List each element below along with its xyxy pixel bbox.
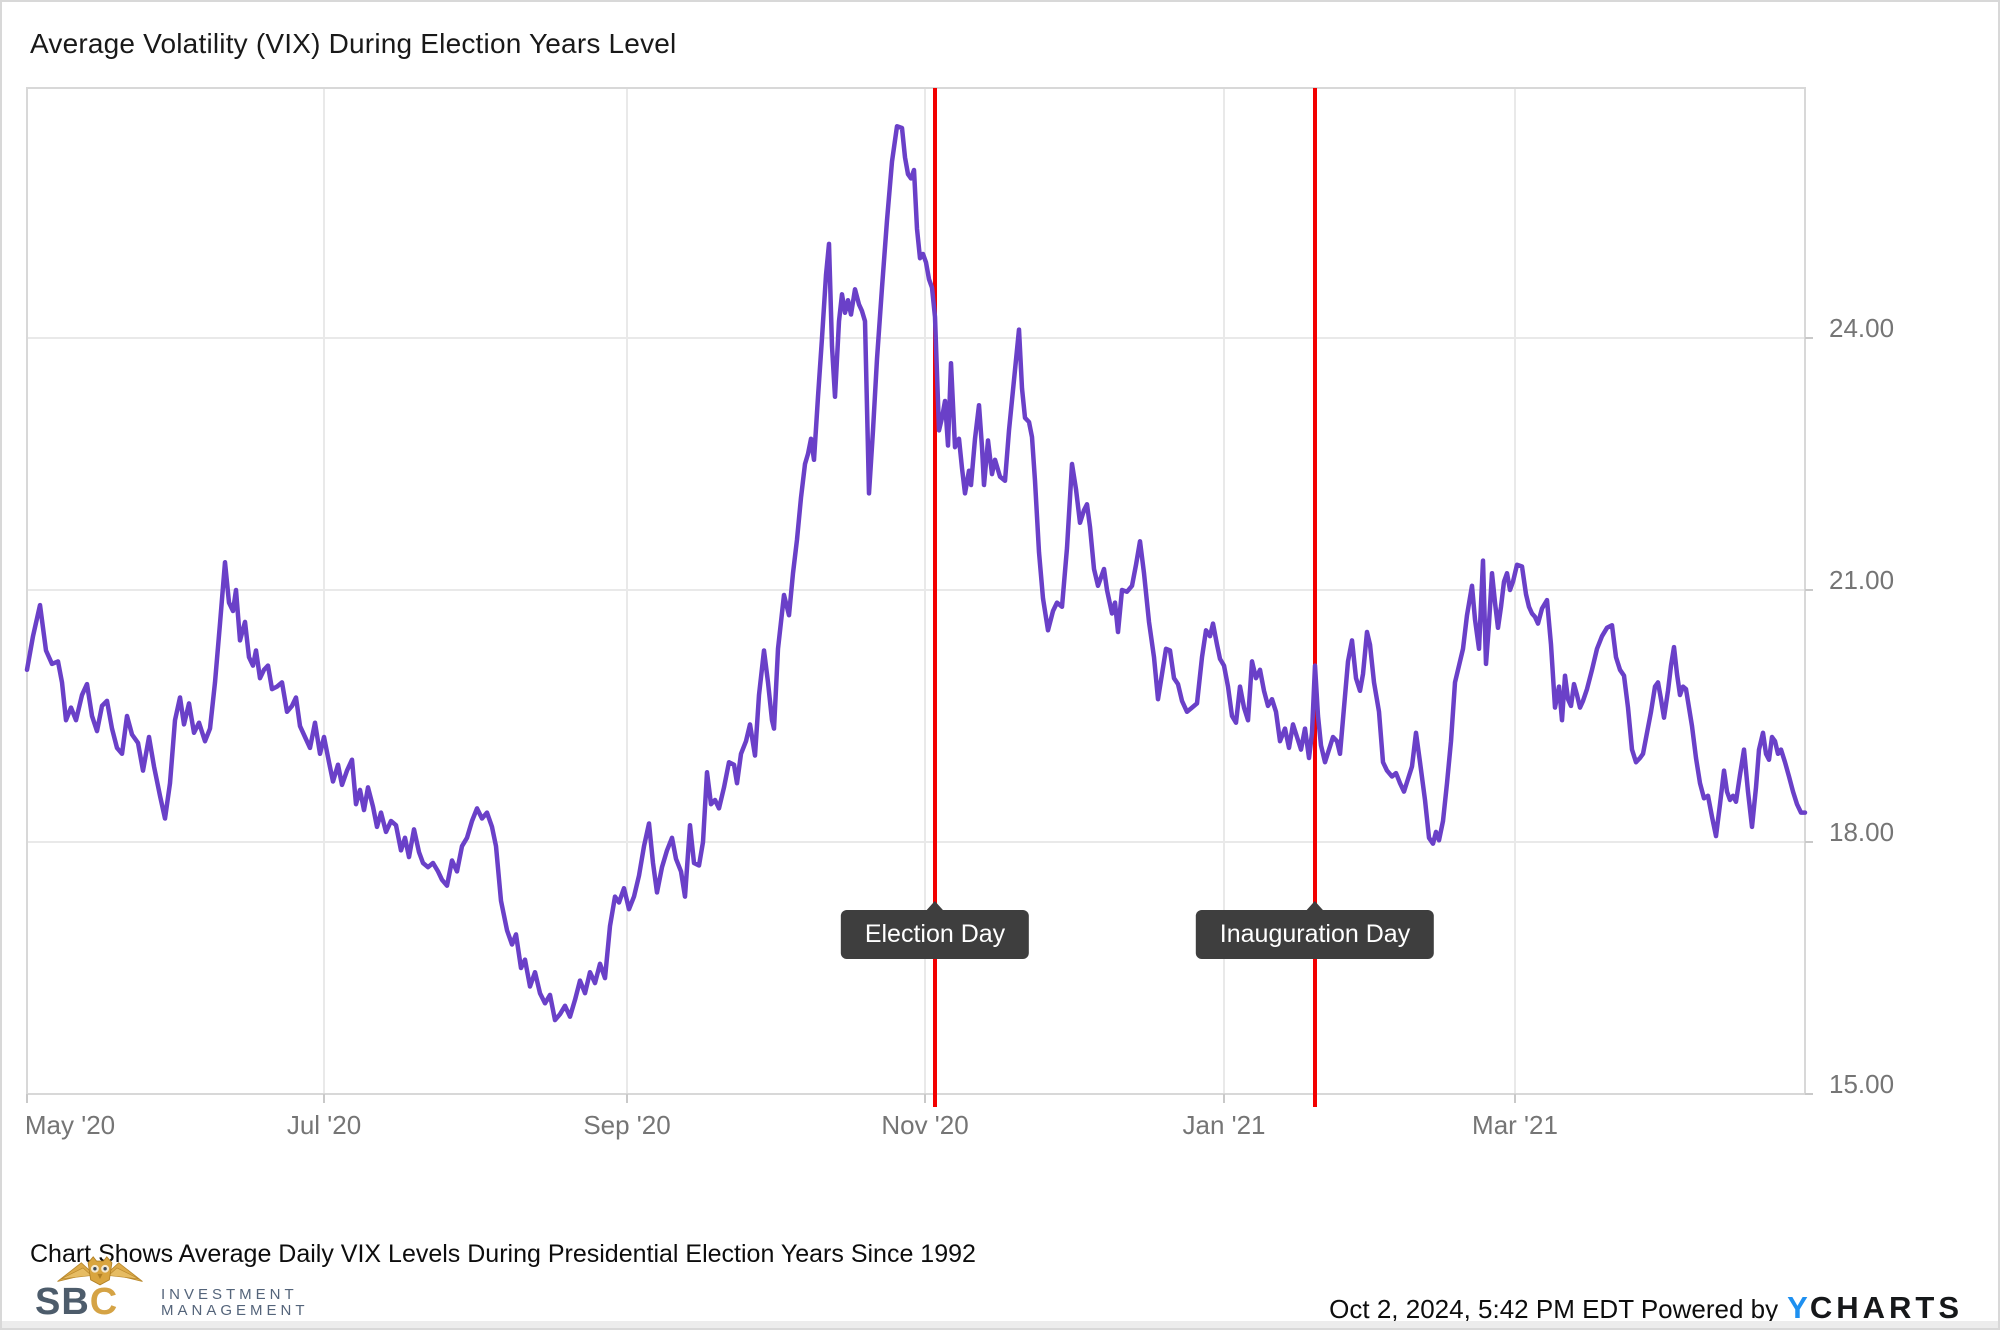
vix-series-line — [24, 124, 1808, 1023]
x-tick-label: Mar '21 — [1472, 1110, 1558, 1140]
sbc-tagline: INVESTMENT MANAGEMENT — [161, 1286, 309, 1319]
sbc-wordmark: SBC — [35, 1281, 119, 1323]
window-bottom-edge — [2, 1321, 1998, 1328]
x-tick-label: May '20 — [24, 1110, 116, 1140]
chart-footnote: Chart Shows Average Daily VIX Levels Dur… — [30, 1240, 976, 1268]
x-tick-label: Jan '21 — [1182, 1110, 1266, 1140]
sbc-logo: SBC INVESTMENT MANAGEMENT — [35, 1256, 335, 1322]
page-title: Average Volatility (VIX) During Election… — [30, 28, 677, 59]
y-tick-label: 21.00 — [1829, 564, 1895, 595]
y-tick-label: 18.00 — [1829, 816, 1895, 847]
x-tick-label: Sep '20 — [583, 1110, 671, 1140]
ycharts-logo: YCHARTS — [1787, 1290, 1963, 1325]
event-label-inauguration-day: Inauguration Day — [1195, 901, 1435, 959]
attribution: Oct 2, 2024, 5:42 PM EDT Powered by YCHA… — [1329, 1290, 1963, 1326]
y-tick-label: 24.00 — [1829, 312, 1895, 343]
plot-border — [26, 87, 1806, 1095]
x-tick-label: Jul '20 — [286, 1110, 362, 1140]
x-tick-label: Nov '20 — [881, 1110, 969, 1140]
event-label-election-day: Election Day — [840, 901, 1030, 959]
owl-icon — [57, 1256, 143, 1286]
y-tick-label: 15.00 — [1829, 1069, 1895, 1099]
timestamp: Oct 2, 2024, 5:42 PM EDT Powered by — [1329, 1294, 1779, 1324]
